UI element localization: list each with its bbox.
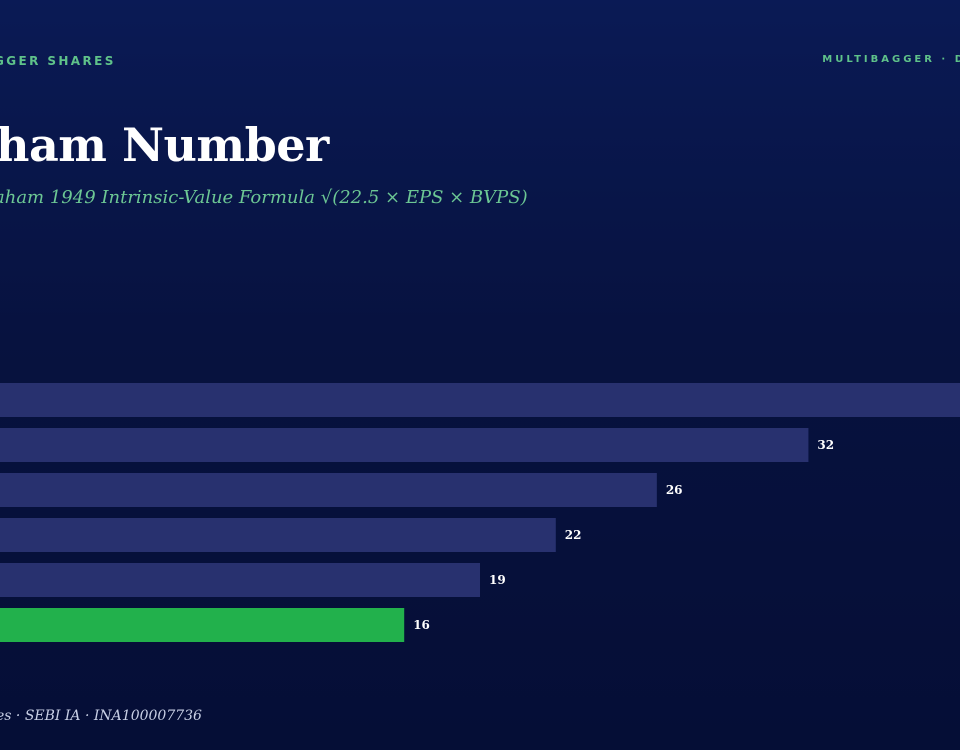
footer-disclaimer: es · SEBI IA · INA100007736 — [0, 708, 202, 724]
bar-value-label-5: 19 — [489, 573, 506, 587]
bar-value-label-2: 32 — [817, 438, 834, 452]
brand-tagline: MULTIBAGGER · D — [822, 54, 960, 65]
chart-title: ham Number — [0, 118, 329, 172]
bar-4 — [0, 518, 556, 552]
bar-3 — [0, 473, 657, 507]
bar-value-label-6: 16 — [413, 618, 430, 632]
bar-5 — [0, 563, 480, 597]
bar-1 — [0, 383, 960, 417]
bar-value-label-4: 22 — [565, 528, 582, 542]
brand-name: GGER SHARES — [0, 54, 116, 68]
bar-6 — [0, 608, 405, 642]
chart-subtitle: aham 1949 Intrinsic-Value Formula √(22.5… — [0, 187, 528, 208]
bar-2 — [0, 428, 809, 462]
bar-value-label-3: 26 — [666, 483, 683, 497]
